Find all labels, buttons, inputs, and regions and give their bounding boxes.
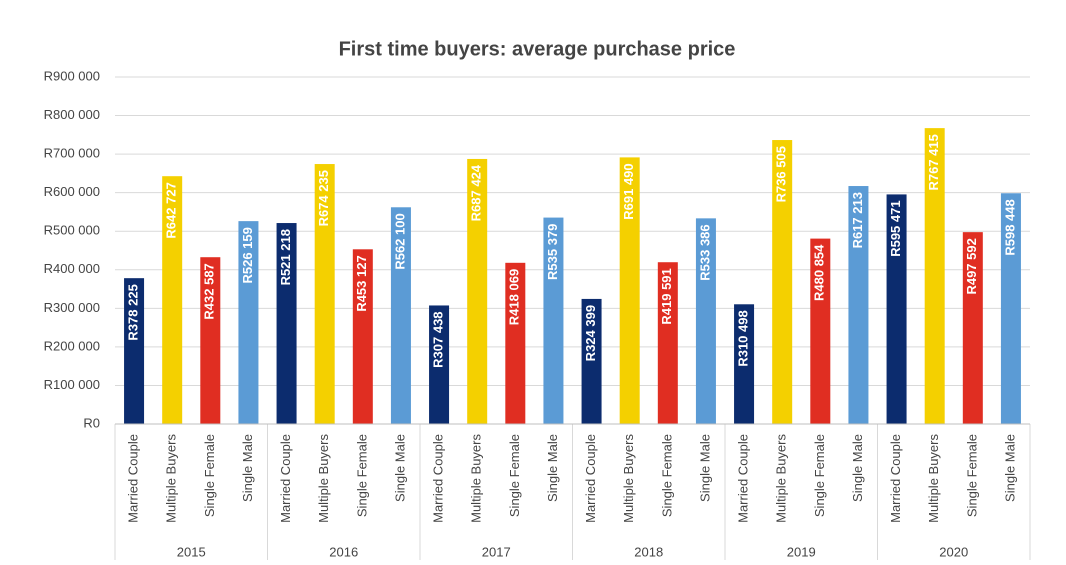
y-tick-label: R400 000 xyxy=(44,261,100,276)
value-label: R480 854 xyxy=(812,244,827,301)
bar xyxy=(581,298,602,424)
value-label: R598 448 xyxy=(1002,199,1017,255)
x-tick-label: Single Female xyxy=(659,434,674,517)
x-tick-label: Married Couple xyxy=(431,434,446,523)
y-tick-label: R500 000 xyxy=(44,223,100,238)
y-tick-label: R200 000 xyxy=(44,338,100,353)
chart-title: First time buyers: average purchase pric… xyxy=(339,38,736,60)
value-label: R767 415 xyxy=(926,134,941,190)
y-tick-label: R600 000 xyxy=(44,184,100,199)
bar xyxy=(734,304,755,424)
bar xyxy=(429,305,450,424)
value-label: R497 592 xyxy=(964,238,979,294)
x-tick-label: Multiple Buyers xyxy=(621,434,636,523)
x-tick-label: Single Male xyxy=(545,434,560,502)
x-group-label: 2019 xyxy=(787,544,816,559)
x-tick-label: Married Couple xyxy=(888,434,903,523)
value-label: R419 591 xyxy=(659,268,674,324)
x-tick-label: Multiple Buyers xyxy=(164,434,179,523)
value-label: R307 438 xyxy=(431,311,446,367)
bar xyxy=(505,262,526,424)
y-tick-label: R800 000 xyxy=(44,107,100,122)
x-tick-label: Single Female xyxy=(812,434,827,517)
x-tick-label: Single Male xyxy=(697,434,712,502)
bar xyxy=(924,128,945,424)
value-label: R378 225 xyxy=(126,284,141,340)
x-group-label: 2017 xyxy=(482,544,511,559)
value-label: R533 386 xyxy=(697,224,712,280)
value-label: R418 069 xyxy=(507,269,522,325)
bar xyxy=(390,207,411,424)
value-label: R453 127 xyxy=(354,255,369,311)
value-label: R595 471 xyxy=(888,200,903,256)
y-tick-label: R900 000 xyxy=(44,68,100,83)
x-group-label: 2020 xyxy=(939,544,968,559)
bar xyxy=(124,278,145,424)
value-label: R310 498 xyxy=(736,310,751,366)
value-label: R535 379 xyxy=(545,224,560,280)
bar xyxy=(619,157,640,424)
bar xyxy=(238,221,259,424)
x-tick-label: Single Female xyxy=(964,434,979,517)
value-label: R526 159 xyxy=(240,227,255,283)
x-tick-label: Married Couple xyxy=(736,434,751,523)
value-label: R736 505 xyxy=(774,146,789,202)
value-label: R674 235 xyxy=(316,170,331,226)
x-tick-label: Single Male xyxy=(240,434,255,502)
bar xyxy=(162,176,183,424)
value-label: R521 218 xyxy=(278,229,293,285)
x-tick-label: Single Female xyxy=(507,434,522,517)
y-tick-label: R100 000 xyxy=(44,377,100,392)
x-tick-label: Married Couple xyxy=(278,434,293,523)
x-tick-label: Single Female xyxy=(354,434,369,517)
bar xyxy=(314,164,335,424)
x-tick-label: Multiple Buyers xyxy=(316,434,331,523)
bar xyxy=(200,257,221,424)
x-tick-label: Married Couple xyxy=(583,434,598,523)
value-label: R324 399 xyxy=(583,305,598,361)
bar xyxy=(543,217,564,424)
value-label: R687 424 xyxy=(469,164,484,221)
bar xyxy=(772,140,793,424)
y-tick-label: R0 xyxy=(83,415,100,430)
y-tick-label: R300 000 xyxy=(44,300,100,315)
x-tick-label: Multiple Buyers xyxy=(469,434,484,523)
x-tick-label: Single Male xyxy=(850,434,865,502)
y-tick-label: R700 000 xyxy=(44,146,100,161)
bar xyxy=(962,232,983,424)
x-tick-label: Multiple Buyers xyxy=(926,434,941,523)
x-tick-label: Multiple Buyers xyxy=(774,434,789,523)
value-label: R642 727 xyxy=(164,182,179,238)
bar xyxy=(467,158,488,425)
x-tick-label: Single Female xyxy=(202,434,217,517)
value-label: R432 587 xyxy=(202,263,217,319)
x-group-label: 2018 xyxy=(634,544,663,559)
x-group-label: 2015 xyxy=(177,544,206,559)
bar xyxy=(848,186,869,424)
x-tick-label: Single Male xyxy=(1002,434,1017,502)
bar xyxy=(886,194,907,424)
bar xyxy=(695,218,716,424)
value-label: R691 490 xyxy=(621,163,636,219)
x-group-label: 2016 xyxy=(329,544,358,559)
bar xyxy=(352,249,373,424)
bar xyxy=(276,223,297,424)
bar xyxy=(810,238,831,424)
x-tick-label: Married Couple xyxy=(126,434,141,523)
value-label: R617 213 xyxy=(850,192,865,248)
x-tick-label: Single Male xyxy=(392,434,407,502)
bar xyxy=(1000,193,1021,424)
value-label: R562 100 xyxy=(392,213,407,269)
bar xyxy=(657,262,678,424)
